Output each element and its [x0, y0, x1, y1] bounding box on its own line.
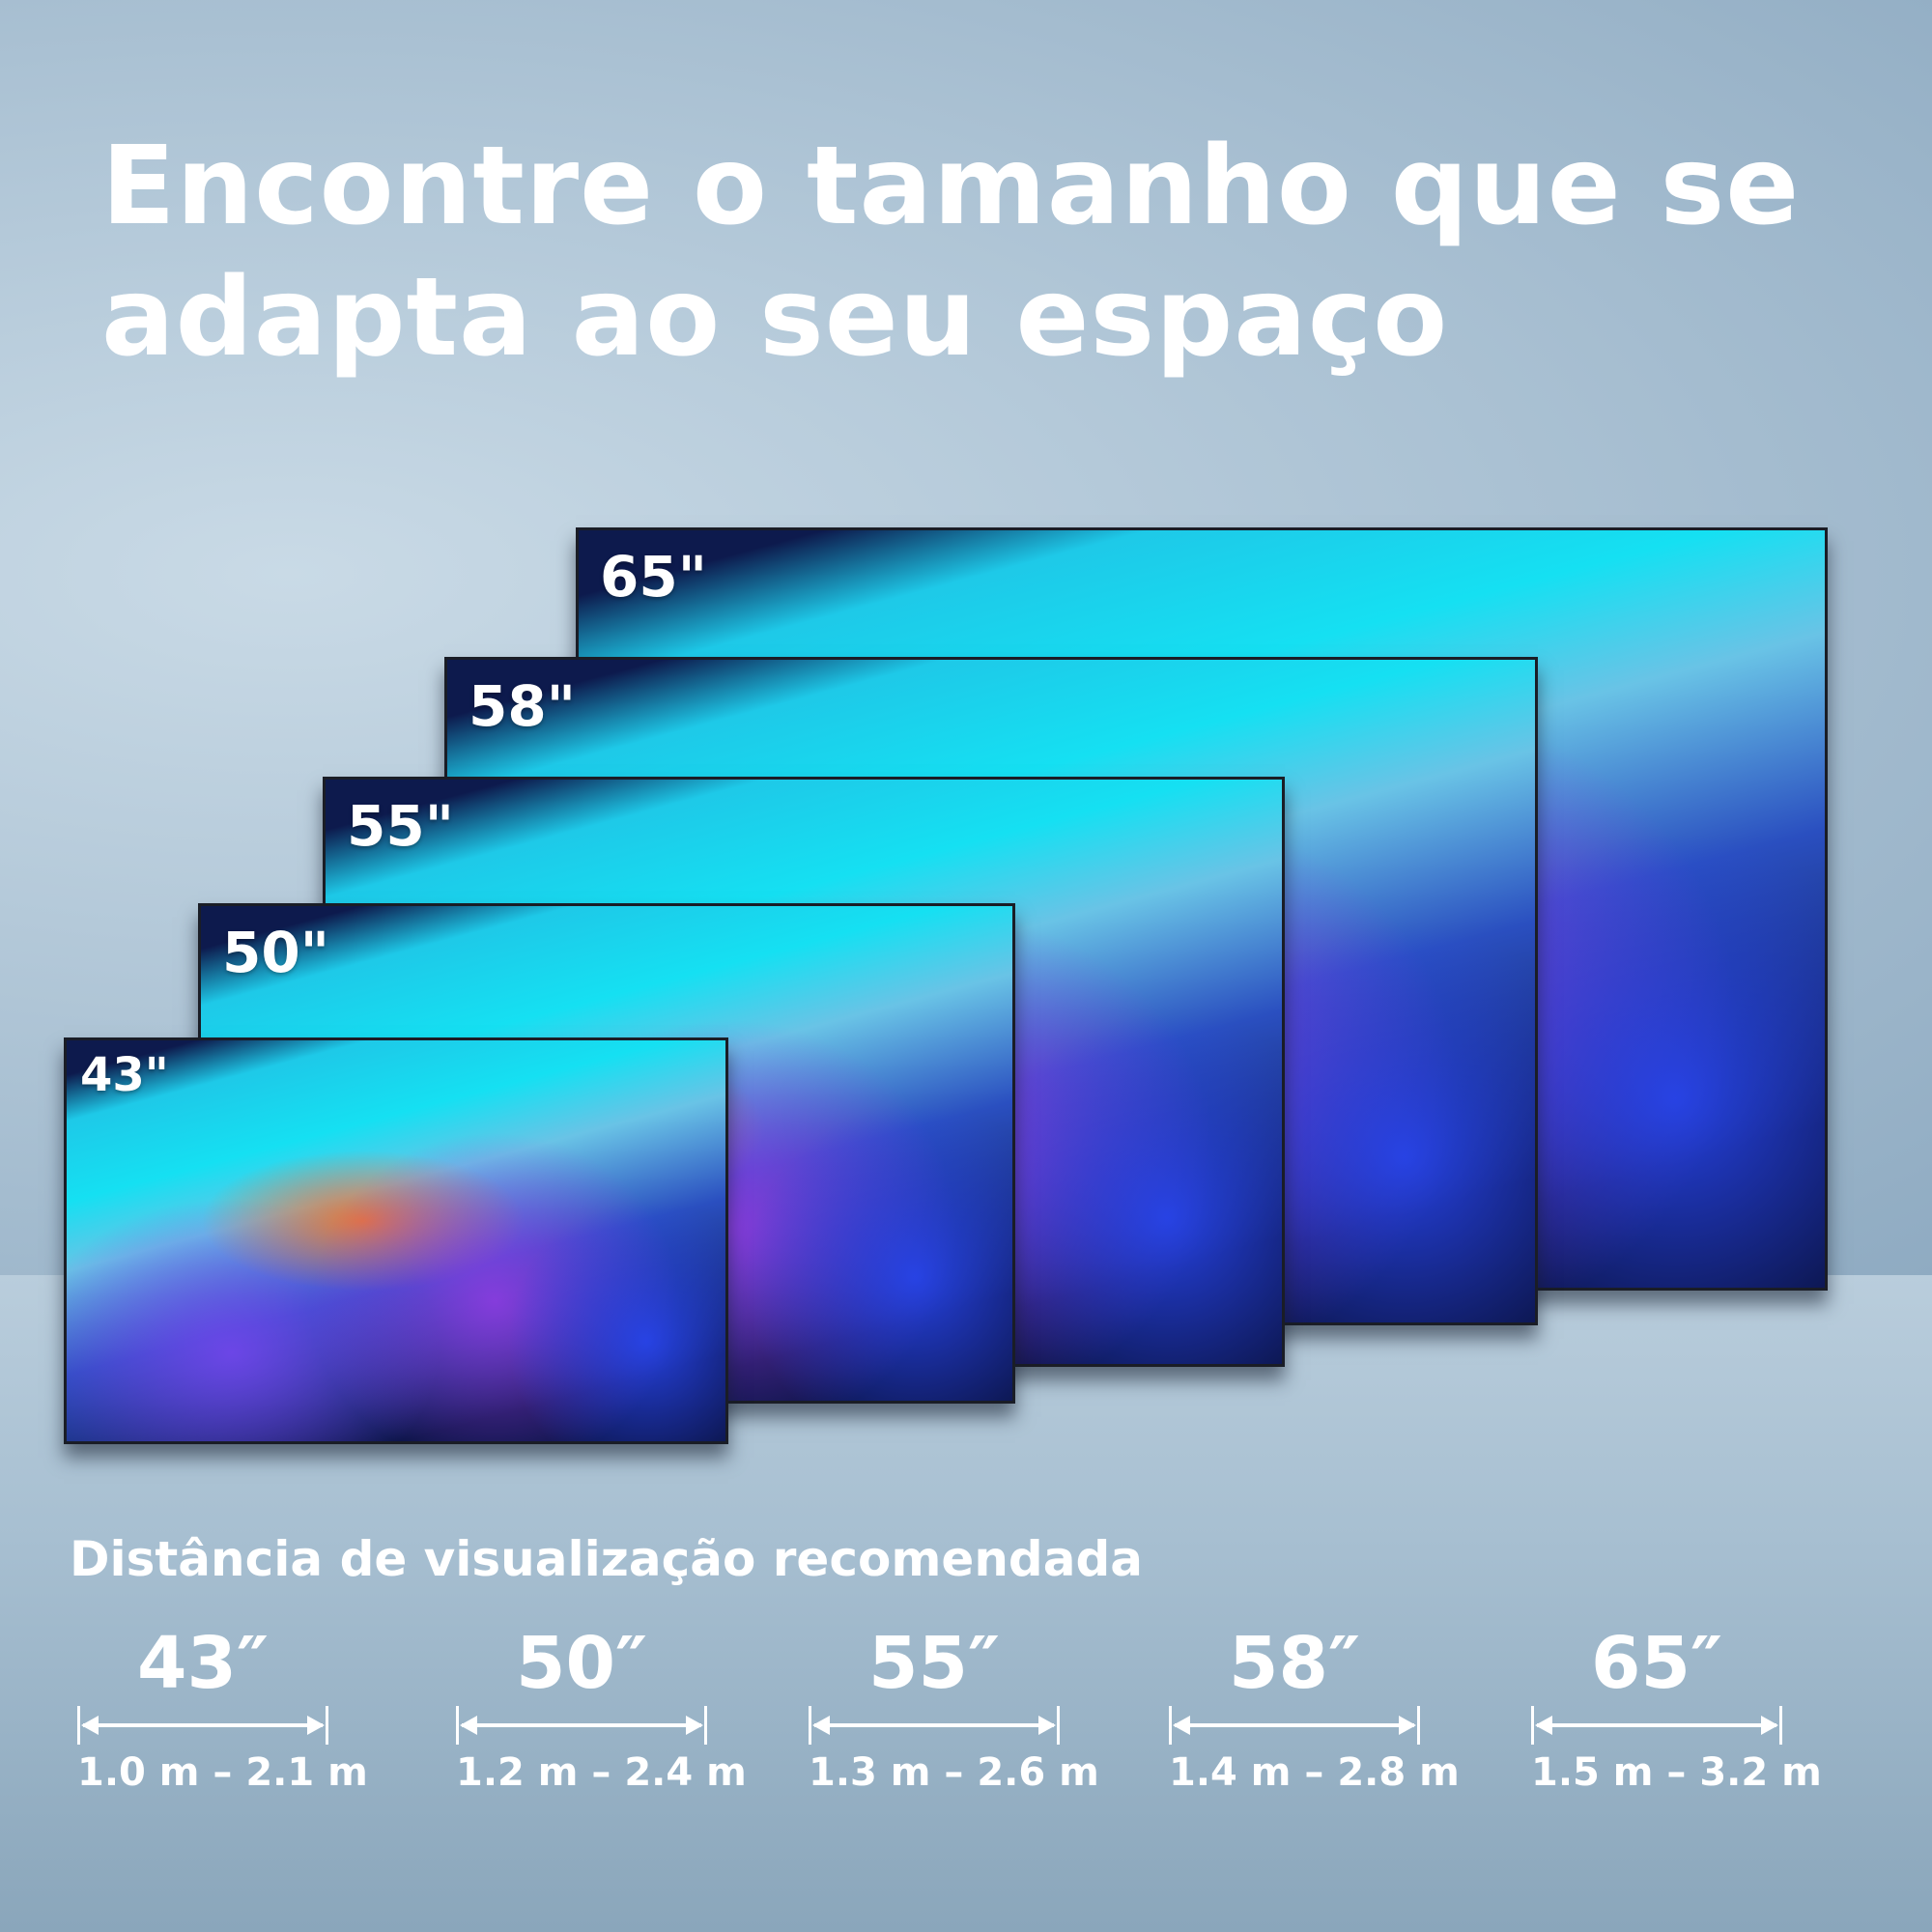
distance-item: 43″ 1.0 m – 2.1 m: [77, 1622, 368, 1795]
distance-range: 1.3 m – 2.6 m: [809, 1750, 1099, 1795]
distance-range: 1.4 m – 2.8 m: [1169, 1750, 1460, 1795]
tv-screen: [67, 1040, 725, 1441]
double-arrow-icon: [809, 1706, 1060, 1745]
distance-item: 50″ 1.2 m – 2.4 m: [456, 1622, 747, 1795]
distance-item: 55″ 1.3 m – 2.6 m: [809, 1622, 1099, 1795]
tv-size-label: 50": [222, 920, 329, 985]
title-line-2: adapta ao seu espaço: [101, 255, 1449, 381]
distance-size: 50″: [515, 1622, 648, 1705]
tv-size-label: 58": [469, 673, 576, 739]
double-arrow-icon: [456, 1706, 707, 1745]
double-arrow-icon: [1169, 1706, 1420, 1745]
distance-heading: Distância de visualização recomendada: [70, 1531, 1143, 1587]
distance-size: 65″: [1590, 1622, 1723, 1705]
double-arrow-icon: [1531, 1706, 1782, 1745]
page-title: Encontre o tamanho que se adapta ao seu …: [101, 121, 1800, 384]
tv-43: 43": [64, 1037, 728, 1444]
tv-size-label: 55": [347, 793, 454, 859]
distance-size: 43″: [136, 1622, 270, 1705]
tv-size-label: 43": [80, 1048, 169, 1102]
distance-item: 65″ 1.5 m – 3.2 m: [1531, 1622, 1822, 1795]
distance-range: 1.0 m – 2.1 m: [77, 1750, 368, 1795]
distance-range: 1.2 m – 2.4 m: [456, 1750, 747, 1795]
distance-size: 55″: [867, 1622, 1001, 1705]
distance-range: 1.5 m – 3.2 m: [1531, 1750, 1822, 1795]
tv-size-label: 65": [600, 544, 707, 610]
distance-item: 58″ 1.4 m – 2.8 m: [1169, 1622, 1460, 1795]
title-line-1: Encontre o tamanho que se: [101, 124, 1801, 249]
double-arrow-icon: [77, 1706, 328, 1745]
distance-size: 58″: [1228, 1622, 1361, 1705]
